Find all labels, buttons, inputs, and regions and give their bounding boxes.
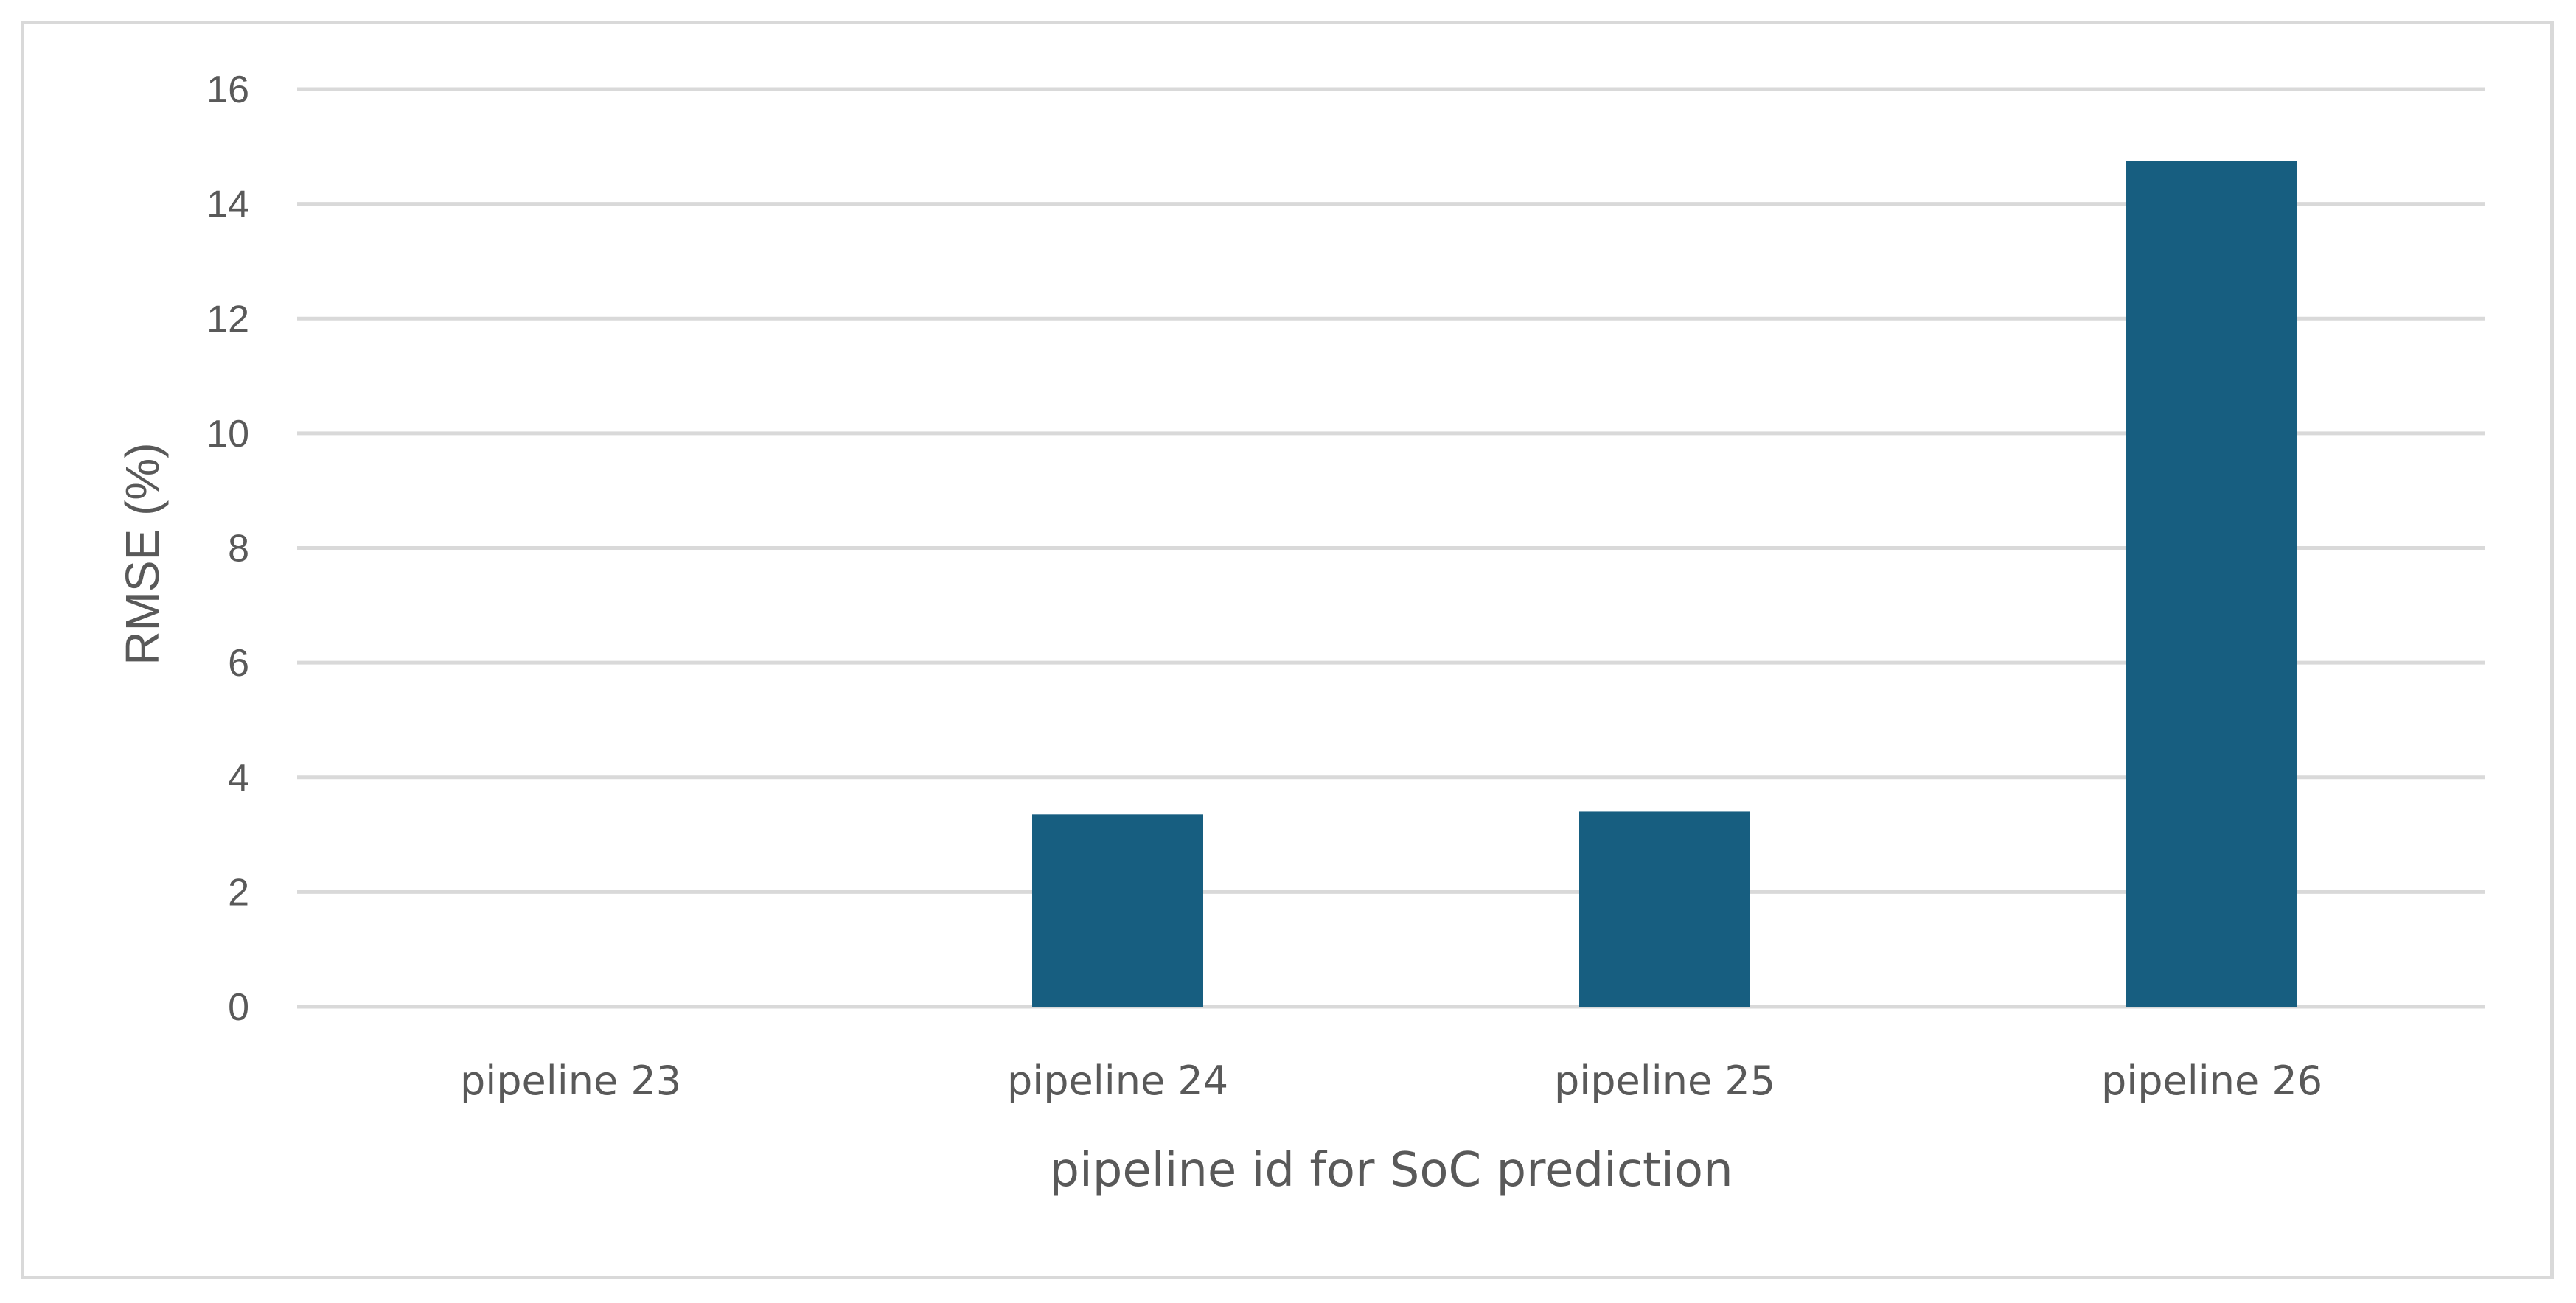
y-tick-label: 2 [228,871,249,914]
y-axis-title: RMSE (%) [116,442,169,665]
y-tick-labels: 0 2 4 6 8 10 12 14 16 [206,69,249,1029]
y-tick-label: 12 [206,298,249,340]
bar-pipeline-26 [2126,161,2297,1007]
bar-pipeline-25 [1579,811,1750,1007]
x-category-label: pipeline 26 [2101,1058,2322,1104]
y-tick-label: 16 [206,69,249,111]
y-tick-label: 8 [228,528,249,570]
y-tick-label: 4 [228,757,249,800]
x-category-label: pipeline 25 [1554,1058,1775,1104]
chart-frame: 0 2 4 6 8 10 12 14 16 pipeline 23 pipeline 24 pipe… [21,21,2554,1279]
gridlines [297,87,2485,1009]
x-category-labels: pipeline 23 pipeline 24 pipeline 25 pipelin… [460,1058,2322,1104]
x-category-label: pipeline 24 [1007,1058,1228,1104]
bars [1032,161,2297,1007]
x-category-label: pipeline 23 [460,1058,681,1104]
y-tick-label: 10 [206,413,249,455]
y-tick-label: 14 [206,184,249,226]
y-tick-label: 6 [228,642,249,685]
bar-pipeline-24 [1032,814,1203,1007]
y-tick-label: 0 [228,986,249,1029]
x-axis-title: pipeline id for SoC prediction [1049,1143,1733,1198]
